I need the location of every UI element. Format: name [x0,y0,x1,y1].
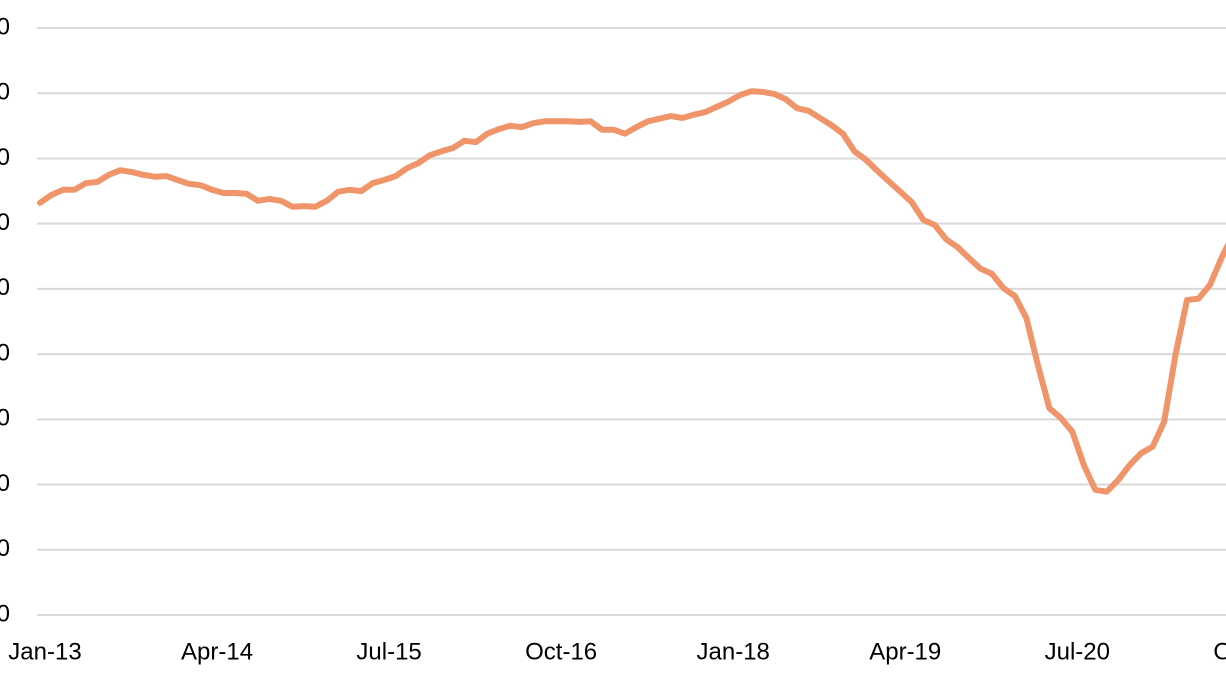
y-tick-label: 10 [0,535,10,562]
x-tick-label: Oct-21 [1213,638,1226,665]
y-tick-label: 20 [0,470,10,497]
x-tick-label: Oct-16 [525,638,597,665]
x-tick-label: Apr-19 [869,638,941,665]
y-tick-label: 40 [0,339,10,366]
x-tick-label: Apr-14 [181,638,253,665]
x-tick-label: Jul-15 [356,638,421,665]
y-tick-label: 50 [0,274,10,301]
y-tick-label: 70 [0,144,10,171]
y-tick-label: 0 [0,600,10,627]
y-tick-label: 80 [0,79,10,106]
x-tick-label: Jan-13 [8,638,81,665]
y-tick-label: 90 [0,13,10,40]
data-line [37,88,1226,495]
x-tick-label: Jan-18 [697,638,770,665]
x-tick-label: Jul-20 [1045,638,1110,665]
y-tick-label: 60 [0,209,10,236]
y-tick-label: 30 [0,405,10,432]
